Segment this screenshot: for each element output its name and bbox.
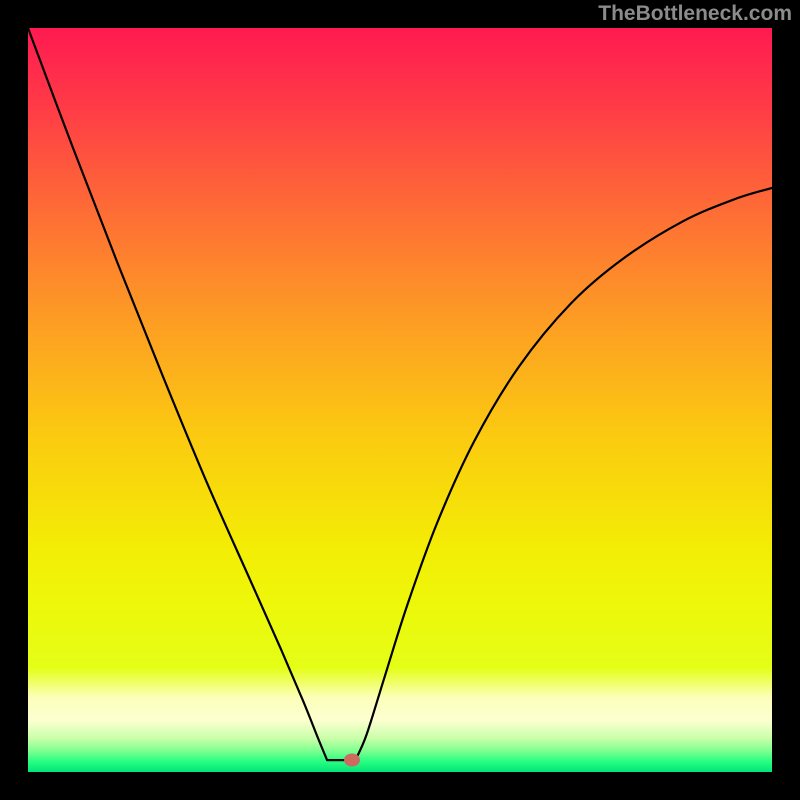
chart-container: TheBottleneck.com bbox=[0, 0, 800, 800]
plot-area bbox=[28, 28, 772, 772]
minimum-marker bbox=[344, 754, 360, 767]
curve-svg bbox=[28, 28, 772, 772]
watermark-text: TheBottleneck.com bbox=[598, 2, 792, 26]
bottleneck-curve bbox=[28, 28, 772, 760]
